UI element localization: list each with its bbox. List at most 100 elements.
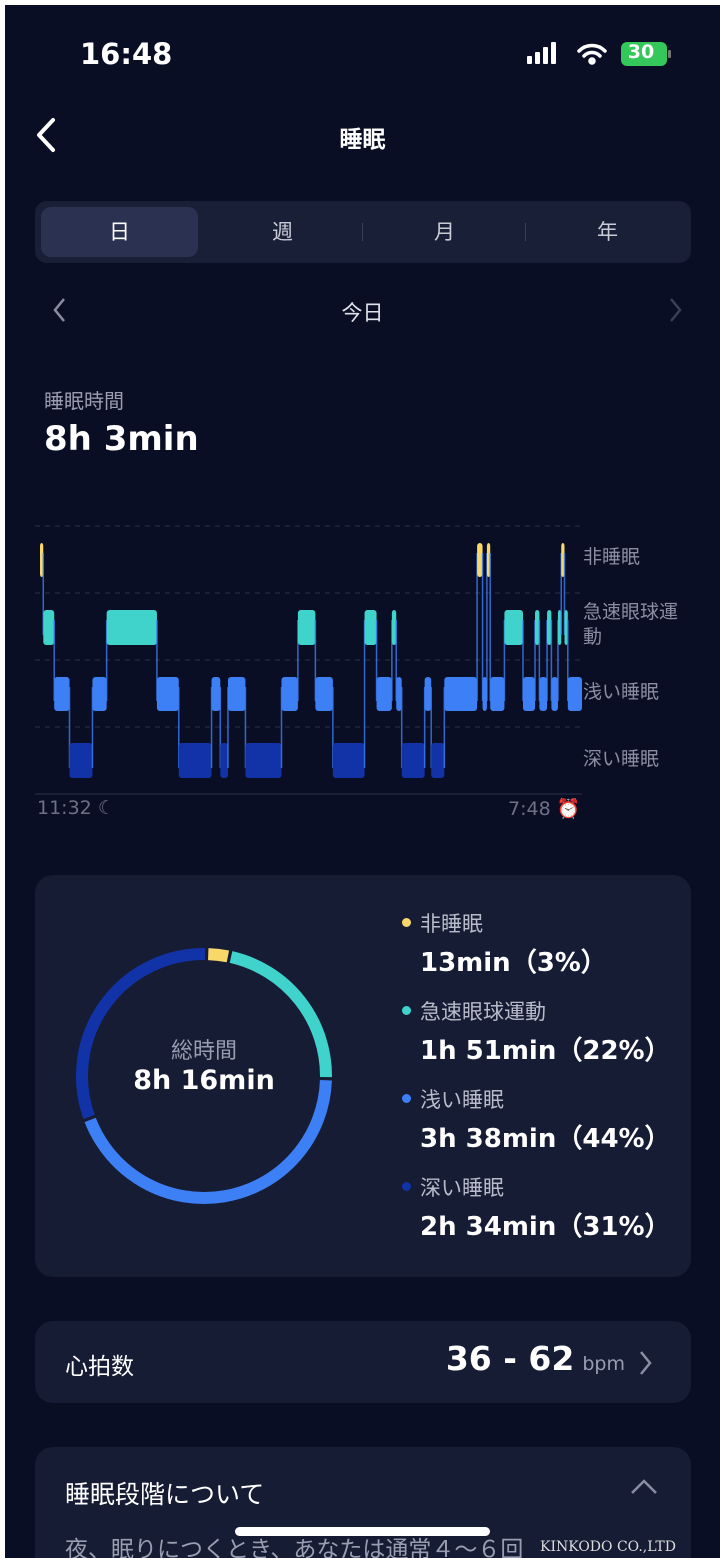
end-time: 7:48 ⏰ — [508, 797, 580, 820]
stage-bar-light — [490, 677, 505, 711]
collapse-button[interactable] — [629, 1477, 659, 1497]
legend-value: 3h 38min（44%） — [420, 1124, 671, 1154]
legend-item: 急速眼球運動 1h 51min（22%） — [402, 996, 682, 1076]
status-time: 16:48 — [80, 37, 173, 71]
heart-rate-value: 36 - 62 — [445, 1339, 575, 1378]
y-label-awake: 非睡眠 — [583, 546, 641, 568]
stage-connector — [105, 620, 108, 701]
legend-item: 深い睡眠 2h 34min（31%） — [402, 1172, 682, 1252]
stage-connector — [486, 553, 488, 701]
hypnogram-chart — [35, 525, 582, 795]
stage-connector — [297, 620, 299, 701]
stage-connector — [210, 687, 213, 768]
page-title: 睡眠 — [339, 127, 386, 153]
date-label: 今日 — [341, 301, 384, 325]
legend-name: 浅い睡眠 — [420, 1088, 504, 1112]
stage-connector — [314, 620, 317, 701]
about-title: 睡眠段階について — [65, 1480, 265, 1509]
heart-rate-row[interactable]: 心拍数 36 - 62 bpm — [35, 1321, 691, 1403]
next-date-button[interactable] — [665, 295, 685, 325]
y-label-rem: 急速眼球運動 — [583, 601, 679, 648]
stage-connector — [391, 620, 393, 701]
stage-connector — [53, 620, 55, 701]
stage-connector — [280, 687, 283, 768]
moon-icon: ☾ — [97, 797, 115, 819]
stage-connector — [423, 687, 426, 768]
stage-connector — [363, 620, 366, 768]
legend-item: 非睡眠 13min（3%） — [402, 908, 682, 988]
stage-bar-light — [396, 677, 402, 711]
stage-bar-awake — [561, 543, 565, 577]
stage-connector — [563, 553, 566, 635]
stage-bar-light — [315, 677, 333, 711]
stage-bar-rem — [535, 610, 540, 645]
stage-connector — [68, 687, 71, 768]
stage-bar-rem — [391, 610, 397, 645]
start-time-label: 11:32 — [37, 797, 92, 819]
stage-bar-rem — [297, 610, 316, 645]
heart-rate-unit: bpm — [582, 1353, 625, 1375]
stage-bar-light — [92, 677, 107, 711]
stage-connector — [557, 620, 559, 701]
stage-connector — [567, 620, 569, 701]
stage-bar-deep — [220, 743, 228, 778]
donut-slice — [84, 1080, 332, 1204]
stage-connector — [546, 620, 548, 701]
status-icons — [527, 42, 671, 66]
stage-bar-light — [522, 677, 536, 711]
sleep-time-label: 睡眠時間 — [44, 389, 124, 413]
y-label-light: 浅い睡眠 — [583, 681, 660, 703]
tab-day[interactable]: 日 — [41, 207, 198, 257]
stage-connector — [476, 553, 478, 701]
stage-connector — [227, 687, 229, 768]
stage-bar-rem — [504, 610, 523, 645]
stage-bar-light — [482, 677, 487, 711]
stage-connector — [400, 687, 403, 768]
wifi-icon — [577, 43, 607, 65]
y-label-deep: 深い睡眠 — [583, 748, 660, 770]
watermark: KINKODO CO.,LTD — [540, 1539, 676, 1555]
total-value: 8h 16min — [133, 1065, 275, 1096]
alarm-icon: ⏰ — [556, 798, 581, 820]
stage-bar-light — [539, 677, 548, 711]
stage-bar-rem — [557, 610, 562, 645]
period-segmented-control: 日 週 月 年 — [35, 201, 691, 263]
stage-connector — [489, 553, 491, 701]
stage-connector — [395, 620, 397, 701]
start-time: 11:32 ☾ — [37, 797, 115, 819]
legend-dot-icon — [402, 918, 411, 927]
heart-rate-reading: 36 - 62 bpm — [446, 1339, 625, 1378]
tab-year[interactable]: 年 — [597, 220, 618, 244]
stage-connector — [42, 553, 45, 635]
screen: 16:48 30 睡眠 日 週 月 年 今日 睡眠時間 8h 3min 非睡眠 … — [5, 5, 720, 1558]
legend-item: 浅い睡眠 3h 38min（44%） — [402, 1084, 682, 1164]
breakdown-card: 総時間 8h 16min 非睡眠 13min（3%） 急速眼球運動 1h 51min（… — [35, 875, 691, 1277]
stage-connector — [91, 687, 94, 768]
prev-date-button[interactable] — [50, 295, 70, 325]
stage-connector — [332, 687, 334, 768]
legend-value: 1h 51min（22%） — [420, 1036, 671, 1066]
home-indicator[interactable] — [235, 1527, 490, 1536]
stage-connector — [522, 620, 524, 701]
donut-slice — [76, 948, 206, 1119]
stage-bar-awake — [477, 543, 483, 577]
stage-bar-rem — [43, 610, 55, 645]
total-label: 総時間 — [170, 1039, 237, 1064]
end-time-label: 7:48 — [508, 798, 551, 820]
stage-bar-light — [211, 677, 221, 711]
tab-month[interactable]: 月 — [434, 220, 455, 244]
legend-dot-icon — [402, 1094, 411, 1103]
stage-bar-deep — [245, 743, 282, 778]
back-button[interactable] — [33, 115, 59, 155]
stage-connector — [560, 553, 562, 635]
legend-value: 2h 34min（31%） — [420, 1212, 671, 1242]
legend-name: 深い睡眠 — [420, 1176, 504, 1200]
tab-week[interactable]: 週 — [272, 220, 293, 244]
donut-chart — [76, 948, 332, 1204]
stage-bar-light — [281, 677, 298, 711]
stage-bar-deep — [332, 743, 365, 778]
legend-value: 13min（3%） — [420, 948, 607, 978]
stage-connector — [219, 687, 222, 768]
stage-bar-light — [424, 677, 432, 711]
stage-bar-light — [156, 677, 179, 711]
